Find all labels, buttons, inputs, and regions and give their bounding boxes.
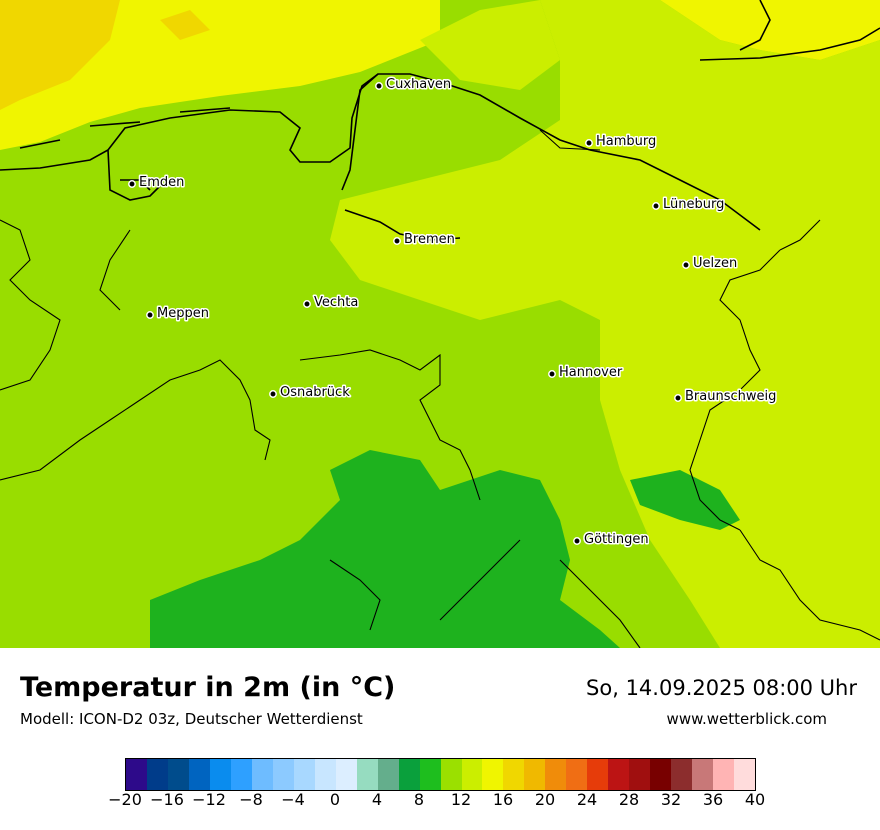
city-marker-bremen [393, 237, 401, 245]
map-footer: Temperatur in 2m (in °C) Modell: ICON-D2… [0, 648, 880, 830]
legend-tick-label: 32 [660, 790, 682, 809]
coastline [0, 0, 880, 241]
model-subtitle: Modell: ICON-D2 03z, Deutscher Wetterdie… [20, 710, 363, 728]
legend-tick-label: 24 [576, 790, 598, 809]
legend-color-bar [125, 758, 756, 791]
legend-swatch [545, 759, 567, 790]
legend-tick-label: 8 [413, 790, 425, 809]
city-marker-gttingen [573, 537, 581, 545]
legend-swatch [314, 759, 336, 790]
legend-tick-label: 12 [450, 790, 472, 809]
city-marker-lneburg [652, 202, 660, 210]
city-marker-uelzen [682, 261, 690, 269]
city-label-lneburg: Lüneburg [663, 197, 724, 212]
legend-swatch [356, 759, 378, 790]
city-marker-cuxhaven [375, 82, 383, 90]
legend-swatch [146, 759, 168, 790]
legend-swatch [524, 759, 546, 790]
legend-swatch [188, 759, 210, 790]
legend-swatch [713, 759, 735, 790]
legend-tick-label: 28 [618, 790, 640, 809]
legend-swatch [692, 759, 714, 790]
legend-tick-label: −12 [192, 790, 226, 809]
city-marker-osnabrck [269, 390, 277, 398]
city-label-emden: Emden [139, 175, 184, 190]
legend-swatch [482, 759, 504, 790]
legend-swatch [671, 759, 693, 790]
legend-tick-label: −8 [239, 790, 263, 809]
legend-swatch [377, 759, 399, 790]
city-label-cuxhaven: Cuxhaven [386, 77, 451, 92]
city-marker-emden [128, 180, 136, 188]
city-marker-hannover [548, 370, 556, 378]
city-label-braunschweig: Braunschweig [685, 389, 776, 404]
legend-tick-label: −20 [108, 790, 142, 809]
legend-swatch [587, 759, 609, 790]
city-label-uelzen: Uelzen [693, 256, 737, 271]
map-title: Temperatur in 2m (in °C) [20, 672, 396, 703]
legend-swatch [335, 759, 357, 790]
legend-swatch [251, 759, 273, 790]
legend-swatch [126, 759, 147, 790]
legend-swatch [419, 759, 441, 790]
city-label-vechta: Vechta [314, 295, 358, 310]
city-label-hamburg: Hamburg [596, 134, 656, 149]
legend-tick-label: 0 [329, 790, 341, 809]
legend-swatch [461, 759, 483, 790]
east-light-region [330, 0, 880, 648]
legend-swatch [650, 759, 672, 790]
legend-tick-label: 16 [492, 790, 514, 809]
city-label-hannover: Hannover [559, 365, 623, 380]
city-label-bremen: Bremen [404, 232, 455, 247]
color-legend [125, 758, 756, 791]
legend-swatch [503, 759, 525, 790]
state-borders [0, 129, 880, 648]
city-marker-vechta [303, 300, 311, 308]
legend-tick-label: −4 [281, 790, 305, 809]
legend-swatch [398, 759, 420, 790]
south-dark-region [150, 450, 620, 648]
city-label-osnabrck: Osnabrück [280, 385, 350, 400]
legend-swatch [440, 759, 462, 790]
legend-tick-label: −16 [150, 790, 184, 809]
legend-tick-label: 4 [371, 790, 383, 809]
city-marker-braunschweig [674, 394, 682, 402]
legend-swatch [608, 759, 630, 790]
legend-swatch [230, 759, 252, 790]
legend-swatch [272, 759, 294, 790]
legend-swatch [566, 759, 588, 790]
weather-map: Cuxhaven Hamburg Emden Lüneburg Bremen Uelzen… [0, 0, 880, 648]
legend-tick-label: 40 [744, 790, 766, 809]
forecast-datetime: So, 14.09.2025 08:00 Uhr [586, 676, 857, 700]
southeast-dark-patch [630, 470, 740, 530]
legend-swatch [293, 759, 315, 790]
baltic-sea-area [660, 0, 880, 60]
city-marker-meppen [146, 311, 154, 319]
city-layer: Cuxhaven Hamburg Emden Lüneburg Bremen Uelzen… [128, 76, 778, 549]
legend-swatch [734, 759, 756, 790]
city-marker-hamburg [585, 139, 593, 147]
website-url: www.wetterblick.com [666, 710, 827, 728]
legend-tick-labels: −20 −16 −12 −8 −4 0 4 8 12 16 20 24 28 32 36 40 [0, 790, 880, 820]
north-sea-warm-area [0, 0, 210, 110]
legend-swatch [209, 759, 231, 790]
central-light-patch [420, 0, 560, 90]
city-label-meppen: Meppen [157, 306, 209, 321]
legend-tick-label: 36 [702, 790, 724, 809]
legend-swatch [167, 759, 189, 790]
legend-swatch [629, 759, 651, 790]
city-label-gttingen: Göttingen [584, 532, 649, 547]
legend-tick-label: 20 [534, 790, 556, 809]
